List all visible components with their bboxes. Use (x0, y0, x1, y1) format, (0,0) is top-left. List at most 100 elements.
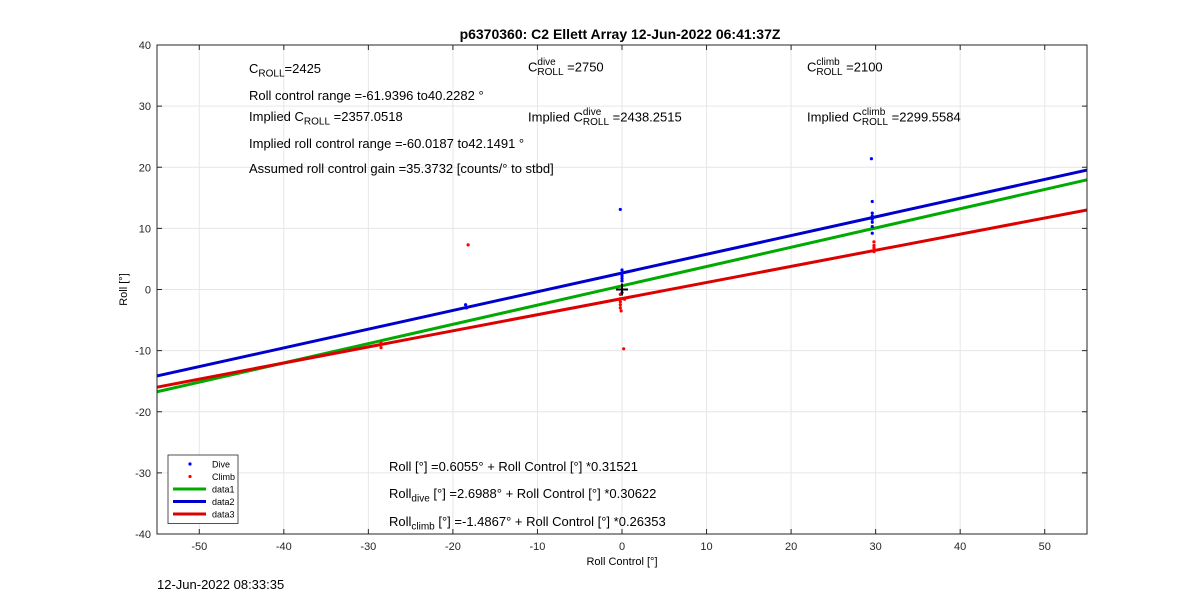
dive-point (464, 306, 469, 310)
dive-point (870, 231, 874, 235)
dive-point (870, 211, 874, 215)
y-tick-label: 0 (145, 285, 151, 297)
x-tick-label: -50 (191, 541, 207, 553)
legend-label-climb: Climb (212, 472, 235, 482)
climb-point (379, 345, 383, 350)
dive-point (870, 224, 874, 229)
dive-point (463, 303, 468, 307)
chart-title: p6370360: C2 Ellett Array 12-Jun-2022 06… (459, 26, 781, 42)
dive-point (870, 199, 874, 204)
x-tick-label: 0 (619, 541, 625, 553)
eq-dive-rest: [°] =2.6988° + Roll Control [°] *0.30622 (429, 486, 657, 501)
axis-ticks: -50 -40 -30 -20 -10 0 10 20 30 40 50 -40 -30 -20 -10 0 1… (135, 40, 1087, 553)
origin-marker (616, 283, 628, 296)
x-tick-label: 20 (785, 541, 797, 553)
gain-annotation: Assumed roll control gain =35.3732 [coun… (249, 161, 554, 176)
dive-point (620, 276, 624, 281)
y-tick-label: 30 (139, 101, 151, 113)
climb-point (622, 297, 627, 301)
x-tick-label: -40 (276, 541, 292, 553)
c-roll-label: C (249, 61, 259, 76)
implied-climb-prefix: Implied C (807, 109, 862, 125)
eq-climb-prefix: Roll (389, 514, 412, 529)
eq-dive-sub: dive (411, 493, 430, 505)
eq-climb-rest: [°] =-1.4867° + Roll Control [°] *0.2635… (434, 514, 666, 529)
x-tick-label: 30 (870, 541, 882, 553)
implied-dive-sup: dive (582, 107, 602, 118)
y-axis-label: Roll [°] (118, 273, 130, 306)
implied-climb-sup: climb (861, 107, 886, 118)
x-tick-label: 40 (954, 541, 966, 553)
equation-all: Roll [°] =0.6055° + Roll Control [°] *0.… (389, 459, 639, 474)
climb-point (618, 306, 622, 310)
x-tick-label: 50 (1039, 541, 1051, 553)
dive-point (620, 272, 624, 276)
climb-point (466, 243, 470, 247)
climb-point (872, 246, 876, 250)
c-dive-sub: ROLL (537, 67, 564, 78)
dive-point (870, 220, 874, 224)
y-tick-label: -40 (135, 529, 151, 541)
eq-dive-prefix: Roll (389, 486, 412, 501)
dive-point (870, 217, 874, 221)
legend-label-data1: data1 (212, 485, 235, 495)
c-roll-annotation: CROLL=2425 (249, 61, 321, 80)
equation-climb: Rollclimb [°] =-1.4867° + Roll Control [… (389, 514, 666, 533)
x-tick-label: -30 (360, 541, 376, 553)
climb-point (618, 300, 622, 304)
x-tick-label: 10 (700, 541, 712, 553)
climb-point (872, 240, 876, 244)
c-roll-value: =2425 (284, 61, 322, 76)
dive-point (870, 214, 874, 218)
dive-point (618, 207, 622, 212)
c-climb-sup: climb (816, 57, 840, 68)
implied-range-annotation: Implied roll control range =-60.0187 to4… (249, 136, 525, 151)
dive-point (620, 279, 624, 283)
legend-label-data3: data3 (212, 510, 235, 520)
data3-fit-line (156, 208, 1088, 389)
roll-range-annotation: Roll control range =-61.9396 to40.2282 ° (249, 88, 484, 103)
climb-point (618, 297, 622, 301)
legend-label-data2: data2 (212, 497, 235, 507)
y-tick-label: 40 (139, 40, 151, 52)
c-dive-value: =2750 (567, 59, 604, 75)
implied-climb-sub: ROLL (861, 117, 889, 128)
eq-climb-sub: climb (411, 521, 435, 533)
climb-point (618, 303, 622, 307)
dive-point (620, 268, 624, 272)
implied-dive-value: =2438.2515 (612, 109, 682, 125)
climb-point (872, 250, 876, 254)
x-tick-label: -20 (445, 541, 461, 553)
x-tick-label: -10 (530, 541, 546, 553)
climb-point (872, 243, 876, 248)
x-axis-label: Roll Control [°] (586, 556, 657, 568)
c-dive-sup: dive (537, 57, 556, 68)
c-roll-sub: ROLL (258, 68, 285, 80)
equation-dive: Rolldive [°] =2.6988° + Roll Control [°]… (389, 486, 656, 505)
y-tick-label: 10 (139, 223, 151, 235)
implied-c-roll-annotation: Implied CROLL =2357.0518 (249, 109, 403, 128)
legend: Dive Climb data1 data2 data3 (167, 454, 239, 524)
y-tick-label: 20 (139, 162, 151, 174)
y-tick-label: -30 (135, 468, 151, 480)
c-dive-label: C (528, 59, 538, 75)
implied-c-prefix: Implied C (249, 109, 304, 124)
implied-c-value: =2357.0518 (333, 109, 403, 124)
implied-dive-sub: ROLL (582, 117, 610, 128)
climb-point (619, 309, 623, 313)
implied-dive-prefix: Implied C (528, 109, 583, 125)
legend-swatch-dive (188, 462, 192, 466)
climb-point (379, 341, 383, 345)
legend-swatch-climb (188, 474, 192, 479)
data-points (379, 157, 876, 351)
c-climb-value: =2100 (846, 59, 883, 75)
dive-point (620, 274, 624, 278)
climb-point (622, 347, 626, 351)
implied-c-sub: ROLL (303, 116, 331, 128)
legend-label-dive: Dive (212, 460, 230, 470)
